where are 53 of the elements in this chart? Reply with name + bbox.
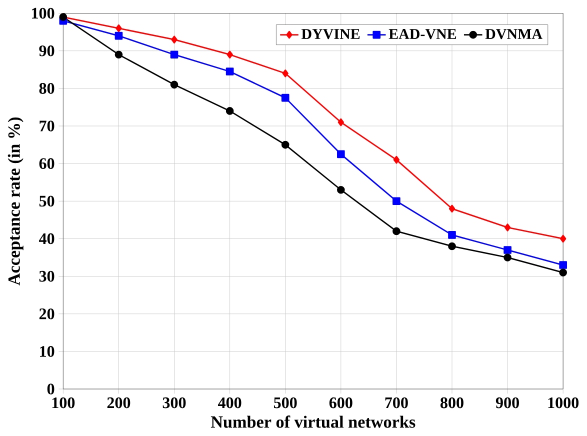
y-tick-label: 10 [40, 346, 54, 358]
point [226, 68, 234, 76]
x-tick-label: 600 [329, 398, 352, 408]
x-tick-label: 800 [440, 398, 464, 408]
y-tick-label: 0 [47, 384, 54, 395]
point [226, 107, 234, 116]
point [559, 261, 567, 270]
point [338, 118, 344, 126]
point [114, 50, 123, 59]
point [226, 50, 233, 59]
y-tick-label: 90 [39, 46, 54, 56]
y-axis-title: Acceptance rate (in %) [8, 118, 24, 286]
point [560, 234, 566, 243]
x-tick-label: 400 [218, 398, 242, 408]
point [448, 242, 456, 250]
point [448, 204, 456, 213]
point [116, 24, 122, 32]
x-tick-label: 100 [52, 398, 75, 408]
y-tick-label: 80 [39, 83, 54, 94]
point [170, 50, 178, 59]
y-tick-label: 100 [32, 8, 54, 19]
point [448, 231, 456, 240]
x-tick-label: 900 [496, 398, 519, 408]
x-tick-label: 200 [107, 398, 130, 408]
point [504, 246, 512, 254]
point [392, 227, 400, 236]
y-tick-label: 60 [39, 158, 54, 170]
x-tick-label: 300 [162, 398, 186, 408]
y-tick-label: 50 [39, 196, 54, 207]
x-axis-title: Number of virtual networks [210, 416, 416, 428]
y-tick-label: 70 [40, 120, 54, 132]
point [170, 80, 178, 89]
point [504, 254, 512, 262]
point [392, 197, 400, 206]
y-tick-label: 40 [38, 233, 54, 244]
legend-label: DYVINE [301, 29, 360, 40]
x-tick-label: 500 [274, 398, 297, 408]
y-tick-label: 20 [39, 308, 54, 320]
x-tick-label: 1000 [548, 398, 579, 408]
legend-label: EAD-VNE [388, 29, 456, 40]
point [559, 268, 567, 277]
point [281, 141, 290, 149]
legend-label: DVNMA [485, 29, 542, 40]
y-tick-label: 30 [39, 271, 54, 282]
point [171, 36, 178, 44]
point [393, 156, 400, 164]
point [337, 150, 345, 158]
x-tick-label: 700 [385, 398, 408, 408]
point [114, 32, 123, 40]
point [281, 94, 290, 102]
point [504, 224, 511, 232]
point [282, 70, 288, 78]
point [337, 186, 345, 194]
